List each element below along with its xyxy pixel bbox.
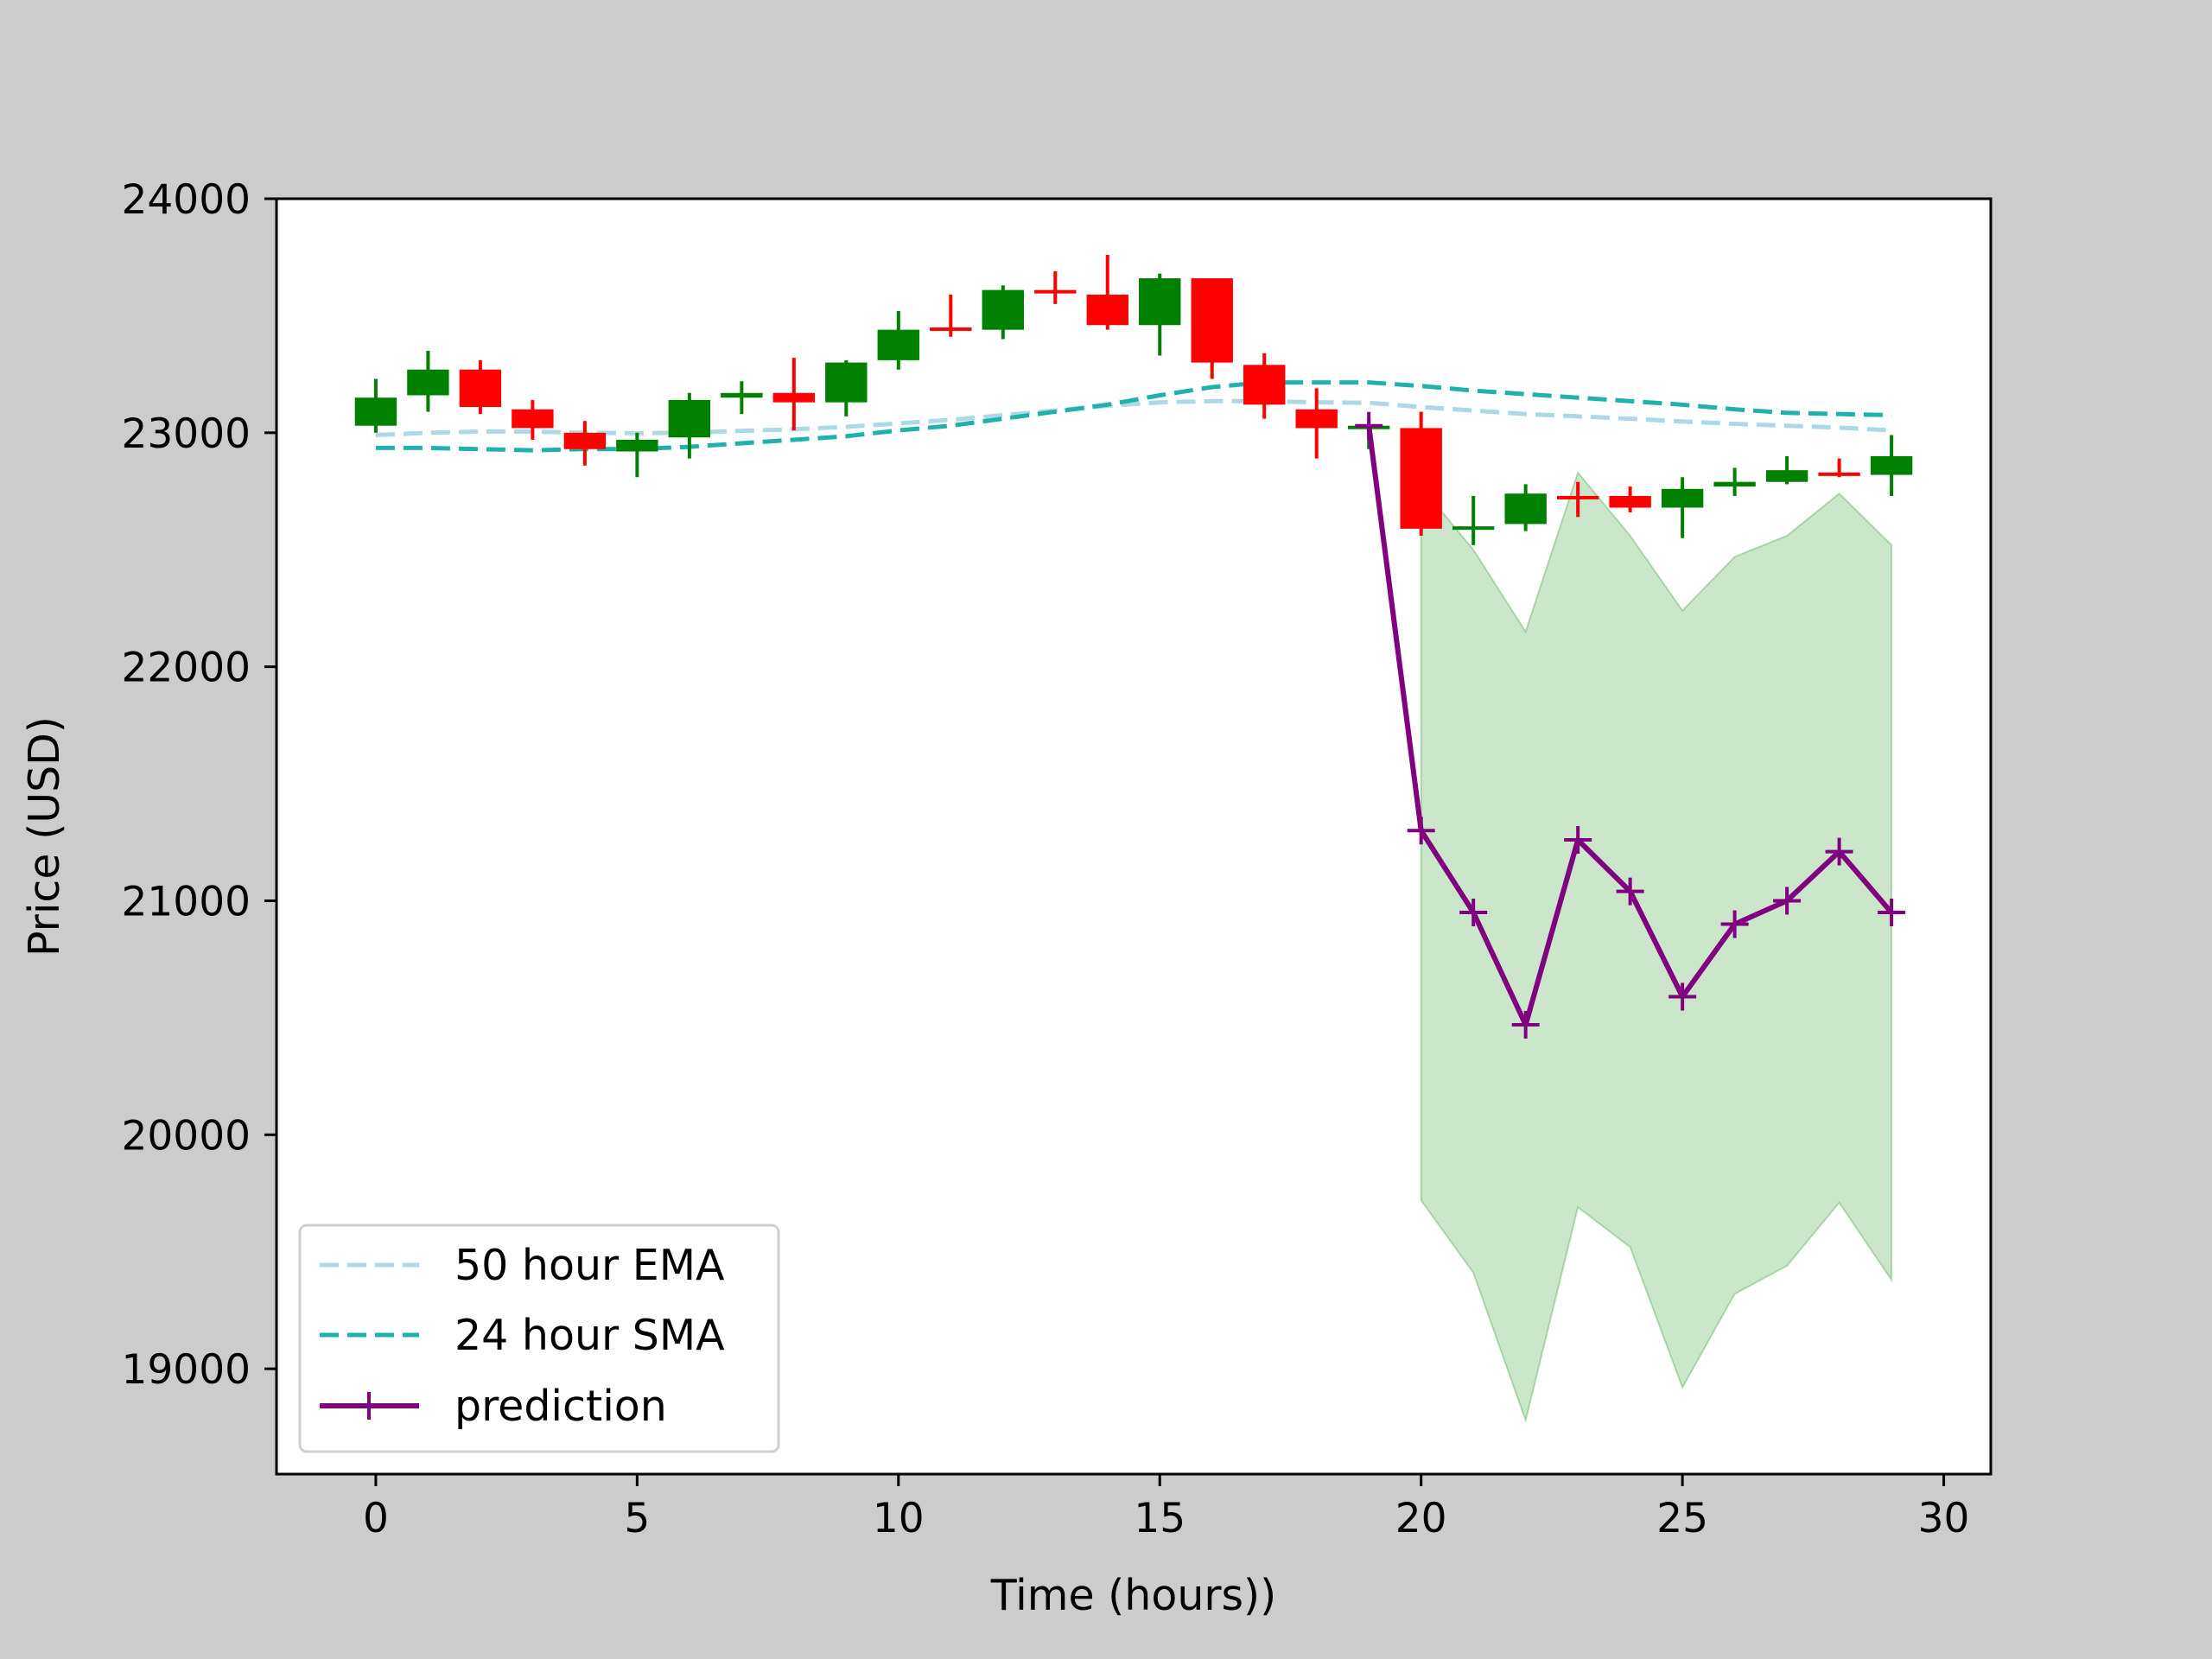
candle (1504, 484, 1547, 531)
candle-body (1870, 455, 1913, 475)
candle (668, 392, 711, 459)
candle (1191, 278, 1233, 379)
candle (1086, 254, 1128, 330)
candle-body (616, 439, 658, 452)
prediction-marker (1720, 910, 1749, 938)
y-axis-label: Price (USD) (20, 716, 69, 957)
y-tick-label: 21000 (121, 878, 251, 925)
x-tick-label: 0 (363, 1495, 389, 1542)
candle-body (1661, 488, 1704, 508)
x-axis-label: Time (hours)) (990, 1571, 1277, 1620)
candle (1713, 467, 1756, 496)
candle-body (1609, 495, 1651, 508)
candle (825, 359, 868, 416)
candle (616, 432, 658, 478)
candle-body (1818, 472, 1860, 476)
legend-label: prediction (454, 1382, 667, 1431)
x-tick-label: 30 (1918, 1495, 1970, 1542)
candle (1034, 270, 1077, 304)
legend-item: 50 hour EMA (320, 1241, 725, 1290)
ema-line (375, 398, 1892, 438)
candle-body (1243, 365, 1286, 405)
candle-body (563, 432, 607, 449)
legend-label: 24 hour SMA (454, 1311, 725, 1360)
candle (1139, 273, 1181, 356)
x-tick-label: 25 (1656, 1495, 1708, 1542)
candle-body (772, 392, 816, 403)
candle-body (982, 289, 1024, 330)
x-tick-label: 10 (873, 1495, 925, 1542)
candle (1295, 388, 1338, 459)
candle (512, 399, 554, 440)
x-tick-label: 15 (1134, 1495, 1185, 1542)
candle (1452, 495, 1495, 545)
candle (930, 295, 972, 337)
candle (563, 421, 607, 466)
candles-layer (354, 254, 1913, 545)
prediction-marker (1616, 877, 1644, 906)
candle (1765, 455, 1808, 485)
candle-body (1556, 495, 1599, 499)
candle-body (825, 362, 868, 403)
candle (407, 351, 449, 412)
plot-frame (275, 197, 1993, 1476)
candle (1400, 411, 1442, 536)
candle (721, 381, 763, 415)
candle (877, 310, 919, 370)
prediction-marker (1825, 837, 1853, 866)
candle (354, 378, 397, 433)
candle (772, 358, 816, 431)
candle-body (354, 397, 397, 426)
candle-body (1086, 295, 1128, 326)
candle-body (930, 327, 972, 331)
x-tick-label: 5 (624, 1495, 650, 1542)
prediction-marker (1564, 826, 1592, 855)
candle-body (1034, 289, 1077, 294)
candle-body (512, 409, 554, 429)
prediction-marker (1355, 411, 1383, 440)
y-tick-label: 24000 (121, 176, 251, 224)
y-tick-label: 19000 (121, 1346, 251, 1394)
candle-body (459, 369, 502, 408)
candle (459, 359, 502, 415)
candle-body (1400, 428, 1442, 529)
prediction-marker (1511, 1011, 1540, 1039)
y-tick-label: 23000 (121, 410, 251, 458)
candle-body (407, 369, 449, 396)
legend-item: prediction (320, 1382, 667, 1431)
candle-body (1713, 481, 1756, 487)
candle-body (1139, 278, 1181, 326)
candle (1243, 353, 1286, 419)
candle (1609, 486, 1651, 512)
candle (1556, 481, 1599, 518)
candle-body (721, 392, 763, 398)
candle-body (1295, 409, 1338, 429)
candle-body (1765, 470, 1808, 482)
legend-item: 24 hour SMA (320, 1311, 725, 1360)
y-tick-label: 20000 (121, 1112, 251, 1160)
prediction-layer (1355, 411, 1906, 1039)
candle (982, 285, 1024, 340)
legend-label: 50 hour EMA (454, 1241, 725, 1290)
y-tick-label: 22000 (121, 645, 251, 692)
prediction-marker (1459, 899, 1488, 927)
candle-body (1504, 493, 1547, 524)
candle-body (668, 399, 711, 438)
candle (1870, 435, 1913, 496)
candle (1818, 458, 1860, 478)
candle (1661, 477, 1704, 538)
prediction-marker (1773, 887, 1802, 915)
candle-body (877, 329, 919, 360)
legend-box (298, 1224, 780, 1453)
prediction-marker (1669, 982, 1697, 1011)
legend: 50 hour EMA 24 hour SMA prediction (298, 1224, 780, 1453)
candle-body (1452, 526, 1495, 531)
prediction-marker (1878, 899, 1906, 927)
candle-body (1191, 278, 1233, 363)
prediction-marker (1407, 817, 1435, 845)
axes-layer: 0 5 10 15 20 25 30 19000 20000 21000 22000 23000 240… (121, 176, 1969, 1542)
x-tick-label: 20 (1395, 1495, 1447, 1542)
